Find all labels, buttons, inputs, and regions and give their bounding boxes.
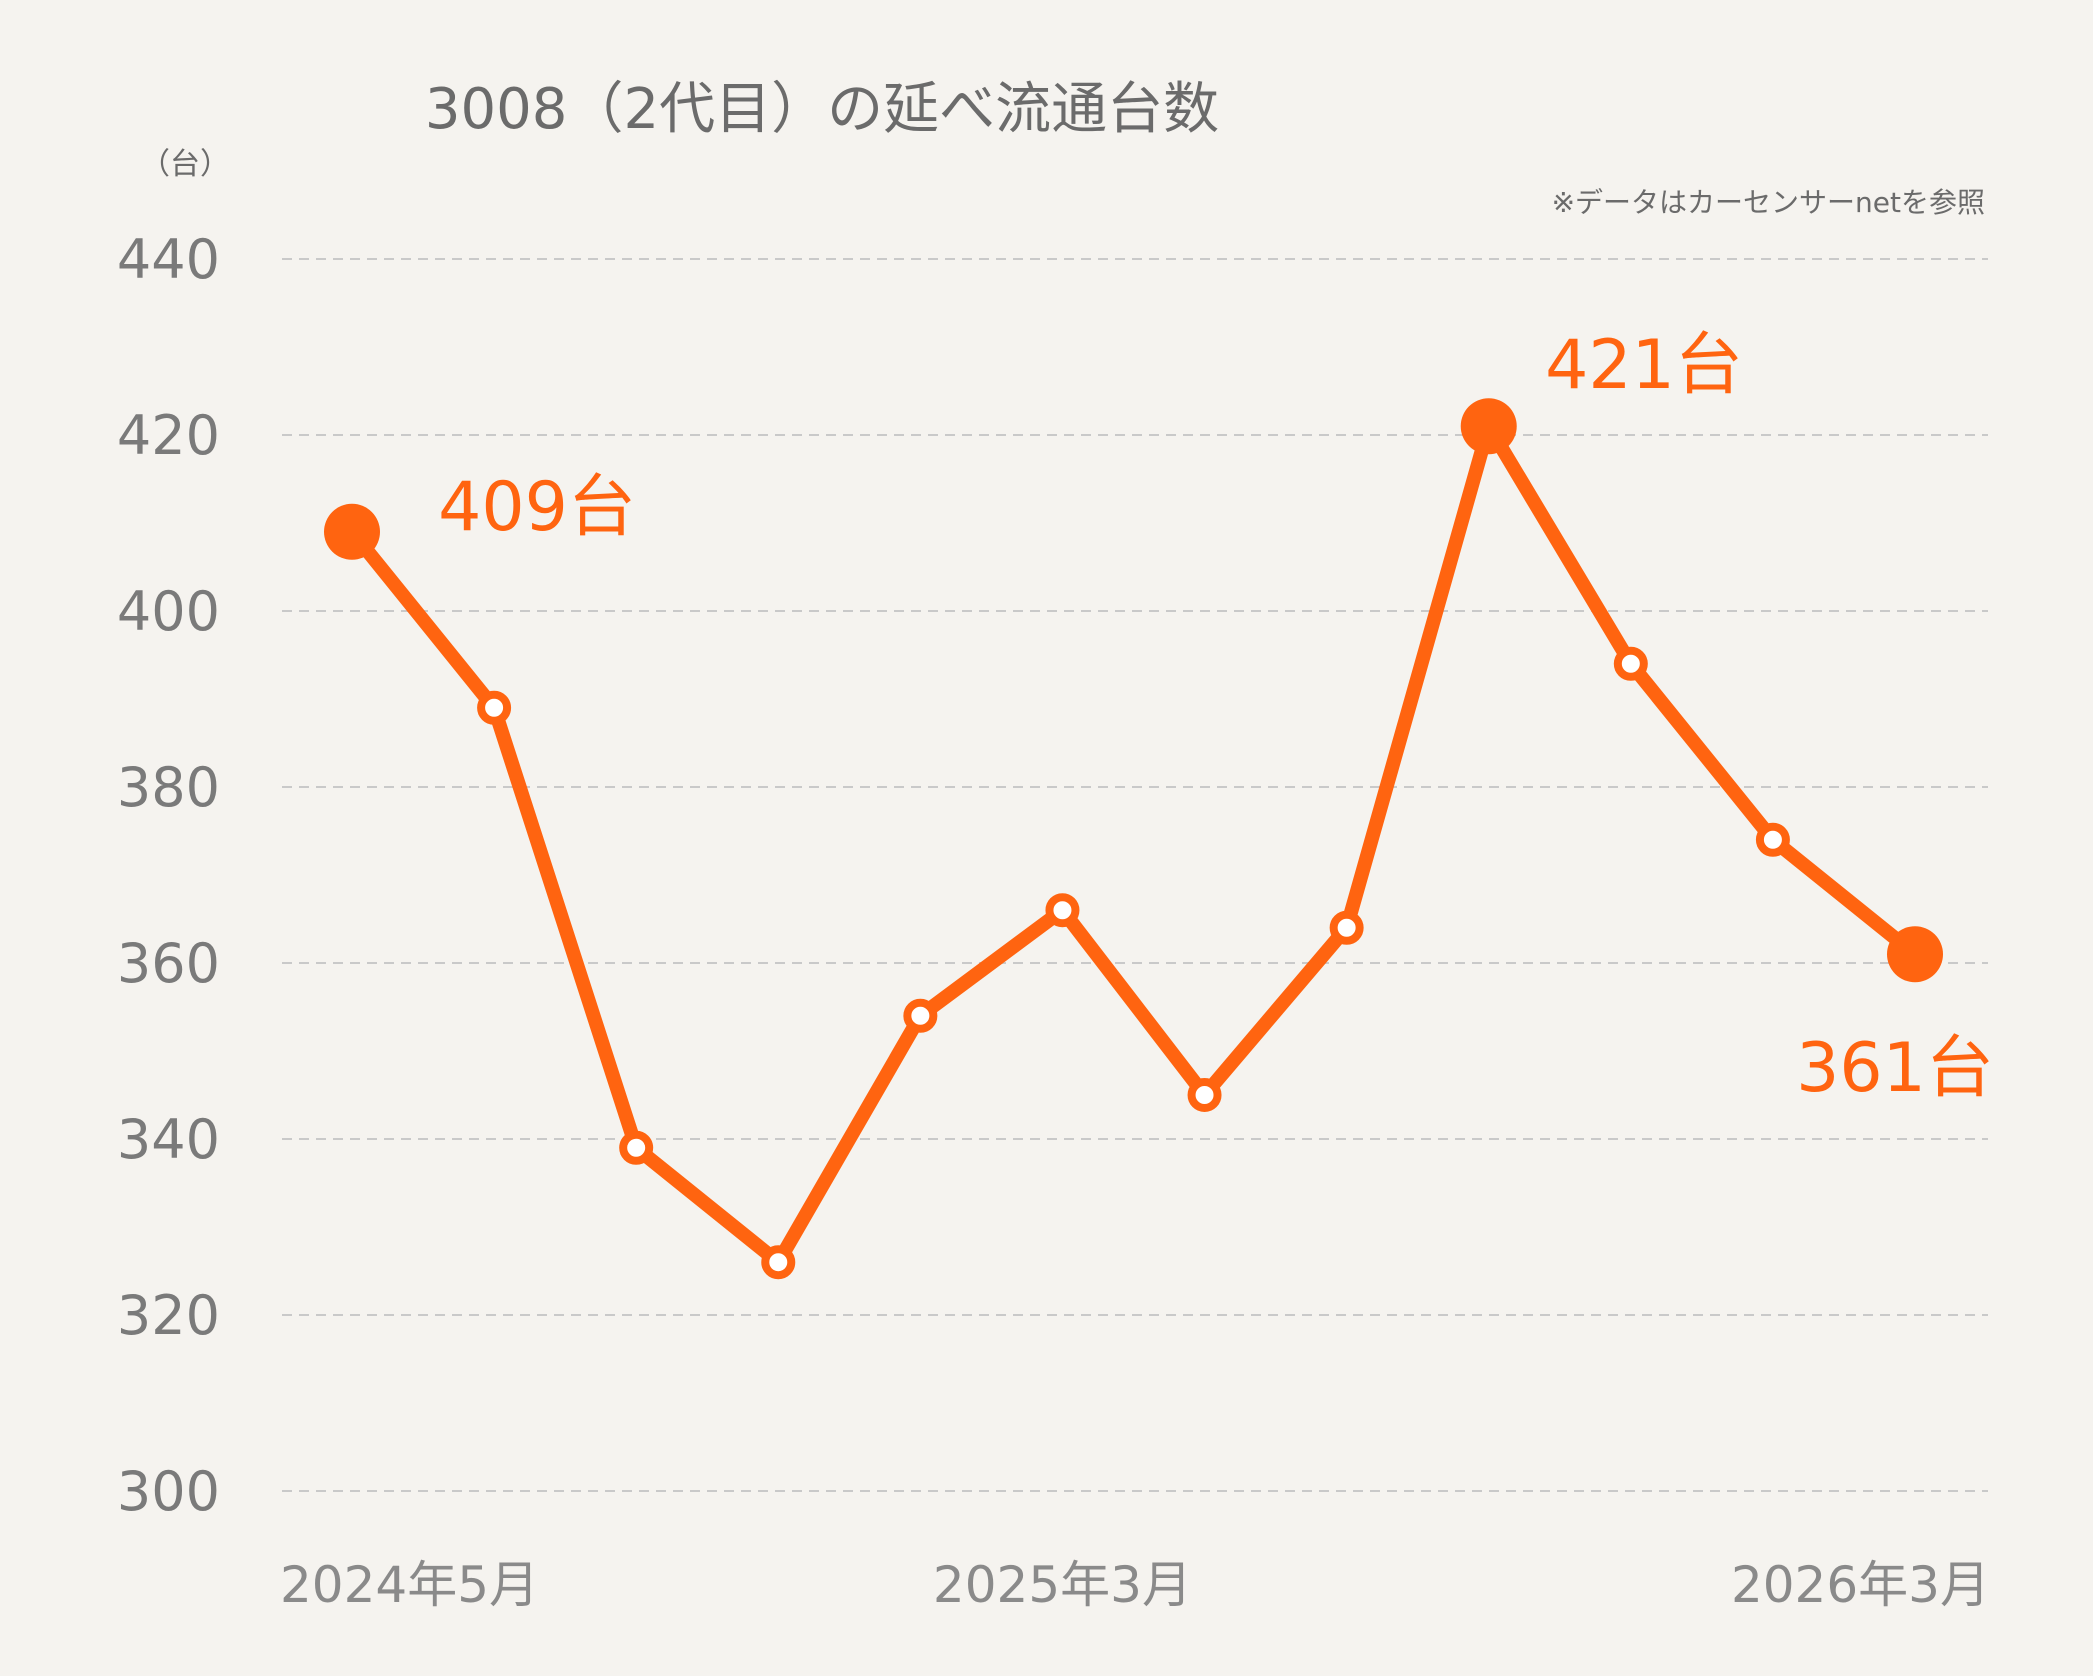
highlight-data-point	[1460, 398, 1517, 455]
gridlines	[282, 258, 1988, 1492]
x-axis-ticks: 2024年5月 2025年3月 2026年3月	[280, 1556, 1990, 1614]
highlight-data-point	[1887, 926, 1943, 983]
y-tick-label: 340	[117, 1108, 220, 1171]
y-tick-label: 300	[117, 1460, 220, 1523]
data-points	[324, 398, 1943, 1280]
data-point	[761, 1245, 796, 1280]
chart-title: 3008（2代目）の延べ流通台数	[425, 77, 1219, 142]
data-point	[1613, 646, 1648, 681]
data-point	[1187, 1078, 1222, 1112]
x-tick-label: 2026年3月	[1731, 1556, 1990, 1614]
source-note: ※データはカーセンサーnetを参照	[1552, 186, 1985, 219]
data-point	[619, 1130, 654, 1165]
series-line	[345, 419, 1922, 1270]
y-tick-label: 380	[117, 756, 220, 819]
data-label-first: 409台	[438, 468, 636, 547]
data-label-last: 361台	[1796, 1029, 1994, 1108]
data-point	[1045, 893, 1080, 928]
y-tick-label: 440	[117, 228, 220, 291]
highlight-data-point	[324, 503, 380, 560]
y-axis-ticks: 440 420 400 380 360 340 320 300	[117, 228, 220, 1523]
data-label-peak: 421台	[1545, 326, 1743, 405]
data-point	[1329, 910, 1364, 945]
series-line-layer	[345, 419, 1922, 1270]
x-tick-label: 2024年5月	[280, 1556, 539, 1614]
y-tick-label: 400	[117, 580, 220, 643]
data-point	[1755, 822, 1790, 857]
y-tick-label: 360	[117, 932, 220, 995]
y-tick-label: 320	[117, 1284, 220, 1347]
y-tick-label: 420	[117, 404, 220, 467]
data-point	[903, 998, 938, 1033]
x-tick-label: 2025年3月	[933, 1556, 1192, 1614]
y-axis-unit-label: （台）	[140, 147, 230, 182]
data-point	[477, 690, 512, 725]
